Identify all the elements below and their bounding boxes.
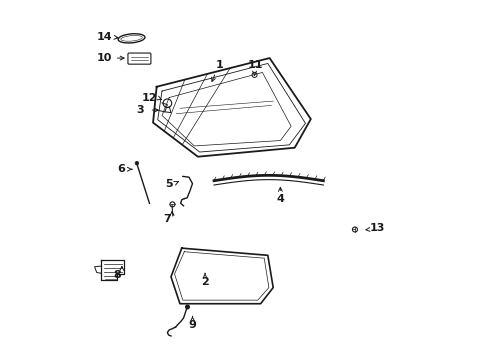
Text: 10: 10: [97, 53, 112, 63]
Text: 13: 13: [369, 224, 384, 233]
Text: 8: 8: [113, 270, 121, 280]
Text: 4: 4: [276, 194, 284, 204]
Text: 3: 3: [137, 105, 144, 115]
FancyBboxPatch shape: [128, 53, 151, 64]
Text: 14: 14: [97, 32, 112, 41]
Text: 9: 9: [188, 320, 196, 330]
Ellipse shape: [121, 36, 142, 41]
Text: 5: 5: [165, 179, 173, 189]
Text: 7: 7: [163, 215, 171, 224]
Text: 11: 11: [247, 60, 263, 70]
Circle shape: [185, 305, 189, 309]
Text: 6: 6: [117, 164, 124, 174]
Text: 1: 1: [215, 60, 223, 70]
Text: 12: 12: [142, 93, 157, 103]
Text: 2: 2: [201, 277, 208, 287]
Ellipse shape: [118, 34, 144, 43]
Circle shape: [135, 161, 139, 165]
